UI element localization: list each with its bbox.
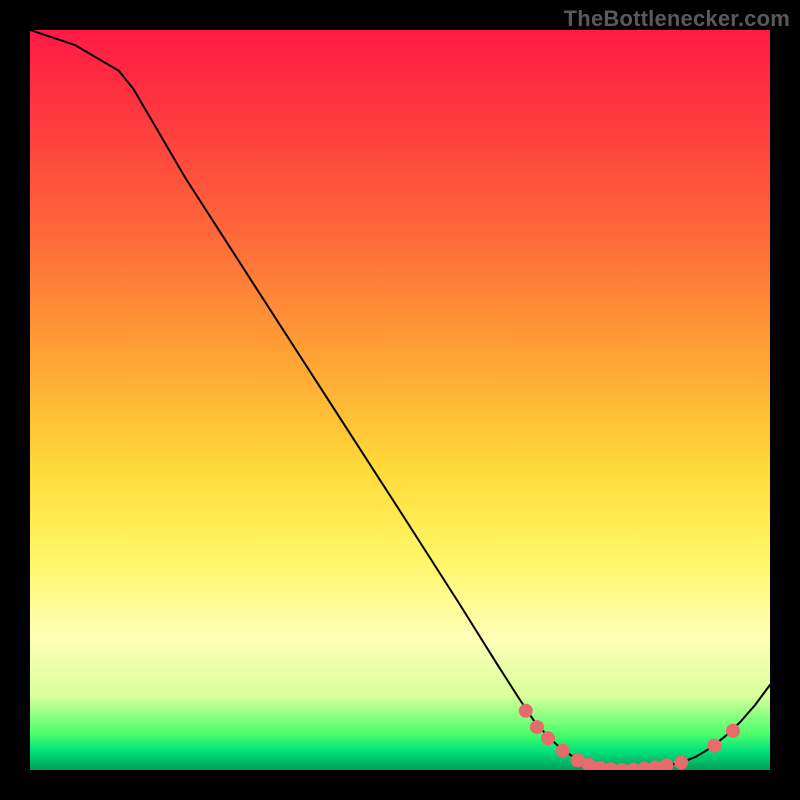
watermark-text: TheBottlenecker.com (564, 6, 790, 32)
chart-gradient-background (30, 30, 770, 770)
